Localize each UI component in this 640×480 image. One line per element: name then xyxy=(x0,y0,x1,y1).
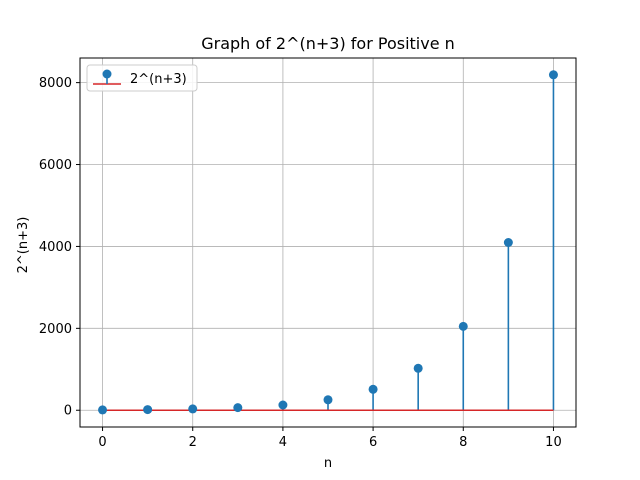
stem-marker xyxy=(188,404,198,414)
x-tick-label: 6 xyxy=(369,435,377,450)
x-tick-label: 10 xyxy=(545,435,562,450)
stem-marker xyxy=(98,405,108,415)
stem-marker xyxy=(503,238,513,247)
chart-title: Graph of 2^(n+3) for Positive n xyxy=(201,34,455,53)
stem-marker xyxy=(278,400,288,410)
x-tick-label: 8 xyxy=(459,435,467,450)
stem-marker xyxy=(368,384,378,394)
plot-area: 0 2 4 6 8 10 0 2000 4000 6000 8000 2^(n+3) xyxy=(39,57,577,450)
y-tick-label: 0 xyxy=(64,404,72,419)
legend-marker-swatch xyxy=(102,69,112,79)
x-tick-label: 0 xyxy=(98,435,106,450)
x-tick-label: 4 xyxy=(279,435,287,450)
stem-marker xyxy=(548,70,558,80)
stem-marker xyxy=(458,321,468,331)
legend-label: 2^(n+3) xyxy=(130,72,187,87)
y-tick-label: 2000 xyxy=(39,322,72,337)
axes-frame xyxy=(79,57,577,428)
stem-marker xyxy=(143,405,153,415)
stem-marker xyxy=(413,363,423,373)
x-axis-label: n xyxy=(324,456,332,471)
stem-marker xyxy=(323,395,333,405)
y-tick-label: 8000 xyxy=(39,76,72,91)
y-tick-label: 4000 xyxy=(39,240,72,255)
y-tick-label: 6000 xyxy=(39,158,72,173)
stem-marker xyxy=(233,403,243,413)
y-axis-label: 2^(n+3) xyxy=(16,217,31,274)
x-tick-label: 2 xyxy=(189,435,197,450)
